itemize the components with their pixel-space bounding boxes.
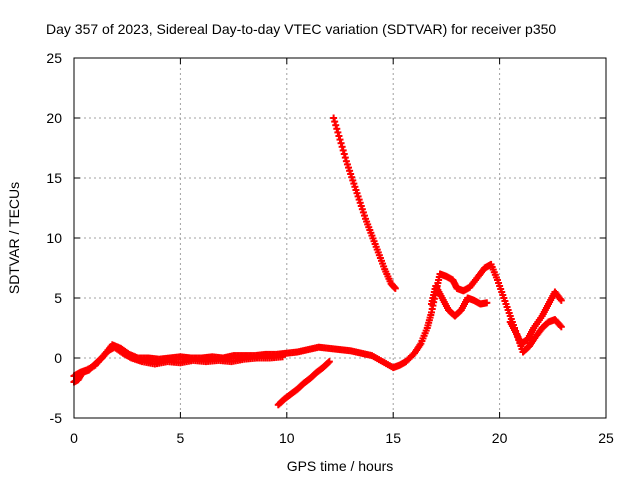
data-points xyxy=(70,114,565,409)
data-point xyxy=(341,154,349,162)
x-tick-label: 5 xyxy=(177,430,185,446)
y-tick-labels: -5 0 5 10 15 20 25 xyxy=(46,50,62,426)
series-descending-segment xyxy=(330,114,399,292)
data-point xyxy=(391,284,399,292)
y-tick-label: 5 xyxy=(54,290,62,306)
data-point xyxy=(335,132,343,140)
x-tick-label: 25 xyxy=(598,430,614,446)
data-point xyxy=(340,150,348,158)
data-point xyxy=(333,125,341,133)
y-tick-label: 0 xyxy=(54,350,62,366)
data-point xyxy=(339,146,347,154)
data-point xyxy=(330,114,338,122)
y-tick-label: 15 xyxy=(46,170,62,186)
data-point xyxy=(557,296,565,304)
x-tick-labels: 0 5 10 15 20 25 xyxy=(70,430,614,446)
y-tick-label: 25 xyxy=(46,50,62,66)
x-tick-label: 10 xyxy=(279,430,295,446)
data-point xyxy=(338,143,346,151)
grid xyxy=(74,58,606,418)
x-tick-label: 15 xyxy=(385,430,401,446)
data-point xyxy=(337,139,345,147)
y-tick-label: 10 xyxy=(46,230,62,246)
chart-title: Day 357 of 2023, Sidereal Day-to-day VTE… xyxy=(46,21,556,37)
data-point xyxy=(557,323,565,331)
data-point xyxy=(556,322,564,330)
series-lower-branch xyxy=(70,343,287,386)
data-point xyxy=(279,353,287,361)
y-tick-label: 20 xyxy=(46,110,62,126)
x-axis-label: GPS time / hours xyxy=(287,458,394,474)
data-point xyxy=(332,121,340,129)
x-tick-label: 0 xyxy=(70,430,78,446)
data-point xyxy=(336,136,344,144)
series-rising-segment xyxy=(274,358,333,409)
tick-marks xyxy=(73,57,607,419)
x-tick-label: 20 xyxy=(492,430,508,446)
series-secondary-track xyxy=(428,282,491,320)
data-point xyxy=(334,128,342,136)
data-point xyxy=(483,299,491,307)
y-axis-label: SDTVAR / TECUs xyxy=(6,182,22,294)
data-point xyxy=(331,118,339,126)
y-tick-label: -5 xyxy=(50,410,63,426)
data-point xyxy=(325,358,333,366)
series-late-scatter xyxy=(506,316,565,356)
